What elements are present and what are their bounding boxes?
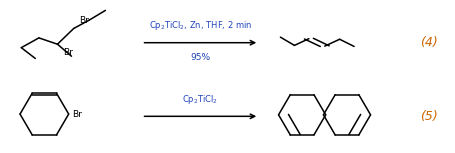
Text: (4): (4) bbox=[420, 36, 438, 49]
Text: Cp$_2$TiCl$_2$, Zn, THF, 2 min: Cp$_2$TiCl$_2$, Zn, THF, 2 min bbox=[149, 19, 252, 32]
Text: Br: Br bbox=[72, 110, 82, 119]
Text: Br: Br bbox=[79, 16, 89, 25]
Text: Cp$_2$TiCl$_2$: Cp$_2$TiCl$_2$ bbox=[182, 93, 218, 106]
Text: (5): (5) bbox=[420, 110, 438, 123]
Text: Br: Br bbox=[63, 48, 73, 57]
Text: 95%: 95% bbox=[190, 53, 210, 62]
